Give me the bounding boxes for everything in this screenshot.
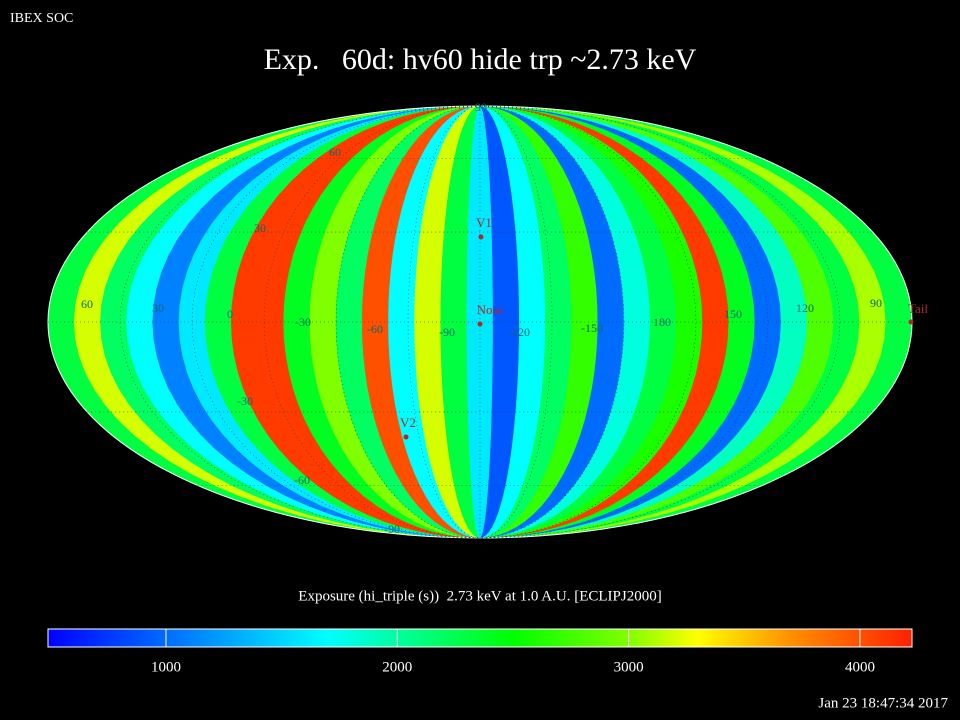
marker-label: Tail bbox=[908, 301, 928, 316]
app-label: IBEX SOC bbox=[10, 11, 73, 26]
lon-label: -90 bbox=[439, 325, 455, 339]
markers: V1 Nose V2 Tail bbox=[400, 215, 928, 440]
lon-label: -60 bbox=[367, 322, 383, 336]
colorbar-tick-label: 3000 bbox=[614, 659, 644, 675]
lon-label: 60 bbox=[81, 297, 93, 311]
lat-labels: 90 60 30 -30 -60 -90 bbox=[237, 100, 487, 536]
lon-label: 30 bbox=[152, 301, 164, 315]
lat-label: -30 bbox=[237, 394, 253, 408]
lat-label: -60 bbox=[294, 473, 310, 487]
lon-labels: 60 30 0 -30 -60 -90 -120 -150 180 150 12… bbox=[81, 296, 882, 339]
lon-label: 150 bbox=[724, 307, 742, 321]
marker-dot bbox=[908, 319, 914, 325]
lat-label: 60 bbox=[329, 145, 341, 159]
title: Exp. 60d: hv60 hide trp ~2.73 keV bbox=[264, 43, 697, 76]
lon-label: -120 bbox=[508, 325, 530, 339]
timestamp: Jan 23 18:47:34 2017 bbox=[818, 695, 948, 711]
colorbar-fill bbox=[47, 628, 913, 648]
marker-dot bbox=[478, 234, 484, 240]
lon-label: 120 bbox=[796, 301, 814, 315]
colorbar: 1000 2000 3000 4000 bbox=[47, 628, 913, 675]
lon-label: 0 bbox=[227, 307, 233, 321]
colorbar-tick-label: 4000 bbox=[845, 659, 875, 675]
colorbar-tick-label: 2000 bbox=[382, 659, 412, 675]
lat-label: 90 bbox=[475, 100, 487, 114]
lon-label: 90 bbox=[870, 296, 882, 310]
lon-label: 180 bbox=[653, 315, 671, 329]
colorbar-tick-label: 1000 bbox=[151, 659, 181, 675]
marker-label: V2 bbox=[400, 415, 416, 430]
marker-label: V1 bbox=[476, 215, 492, 230]
lat-label: 30 bbox=[254, 221, 266, 235]
marker-label: Nose bbox=[477, 302, 504, 317]
marker-dot bbox=[477, 321, 483, 327]
lon-label: -30 bbox=[295, 315, 311, 329]
sky-map bbox=[48, 106, 912, 538]
colorbar-caption: Exposure (hi_triple (s)) 2.73 keV at 1.0… bbox=[298, 588, 661, 604]
lon-label: -150 bbox=[581, 321, 603, 335]
marker-dot bbox=[403, 434, 409, 440]
lat-label: -90 bbox=[384, 522, 400, 536]
